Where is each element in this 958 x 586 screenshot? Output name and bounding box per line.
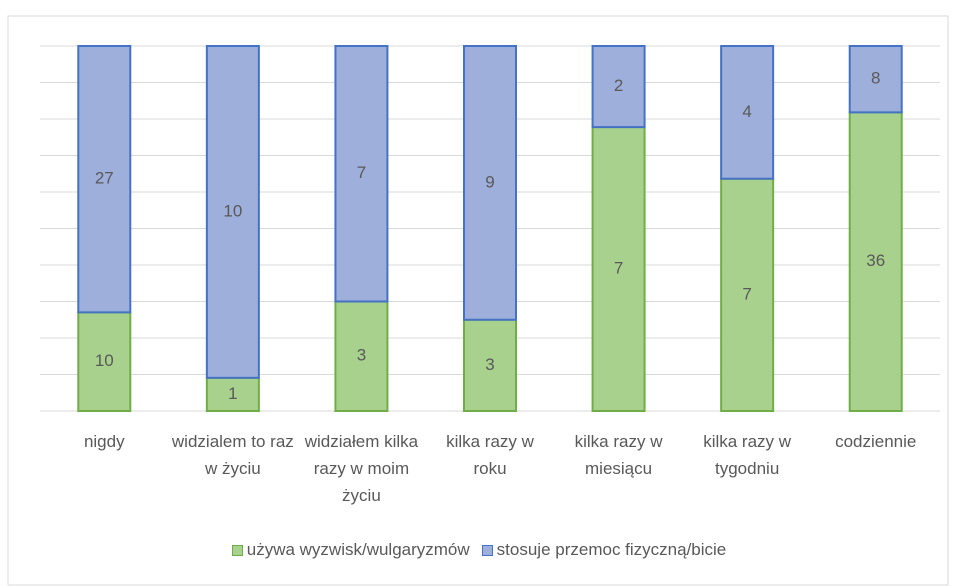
- legend-swatch: [481, 545, 493, 556]
- data-label: 7: [742, 284, 751, 303]
- x-tick-label: codziennie: [835, 432, 917, 451]
- bar-segment: [591, 126, 646, 412]
- x-tick-label: kilka razy w roku: [446, 432, 534, 478]
- data-label: 3: [485, 355, 494, 374]
- data-label: 2: [614, 76, 623, 95]
- data-label: 9: [485, 172, 494, 191]
- x-tick-label: kilka razy w tygodniu: [703, 432, 792, 478]
- bar-segment: [591, 45, 646, 129]
- legend-label: stosuje przemoc fizyczną/bicie: [496, 540, 727, 559]
- x-tick-label: kilka razy w miesiącu: [574, 432, 663, 478]
- bar-segment: [205, 45, 260, 379]
- x-tick-label: widziałem kilka razy w moim życiu: [304, 432, 419, 505]
- data-label: 8: [871, 69, 880, 88]
- bar-segment: [205, 376, 260, 412]
- x-tick-label: widzialem to raz w życiu: [171, 432, 294, 478]
- bar-segment: [720, 177, 775, 412]
- bar-segment: [77, 311, 132, 412]
- data-label: 36: [866, 251, 885, 270]
- x-tick-label: nigdy: [83, 432, 125, 451]
- legend-item: stosuje przemoc fizyczną/bicie: [481, 540, 727, 560]
- legend: używa wyzwisk/wulgaryzmów stosuje przemoc…: [0, 540, 958, 560]
- bar-segment: [334, 45, 389, 303]
- data-label: 10: [95, 351, 114, 370]
- bar-segment: [463, 45, 517, 321]
- data-label: 3: [357, 346, 366, 365]
- bar-segment: [848, 45, 903, 114]
- data-label: 7: [614, 259, 623, 278]
- data-label: 4: [742, 102, 751, 121]
- legend-label: używa wyzwisk/wulgaryzmów: [246, 540, 470, 559]
- data-label: 10: [223, 201, 242, 220]
- bar-segment: [77, 45, 132, 314]
- data-label: 7: [357, 163, 366, 182]
- legend-item: używa wyzwisk/wulgaryzmów: [231, 540, 470, 560]
- data-label: 1: [228, 384, 237, 403]
- legend-swatch: [231, 545, 243, 556]
- bar-segment: [720, 45, 775, 180]
- data-label: 27: [95, 169, 114, 188]
